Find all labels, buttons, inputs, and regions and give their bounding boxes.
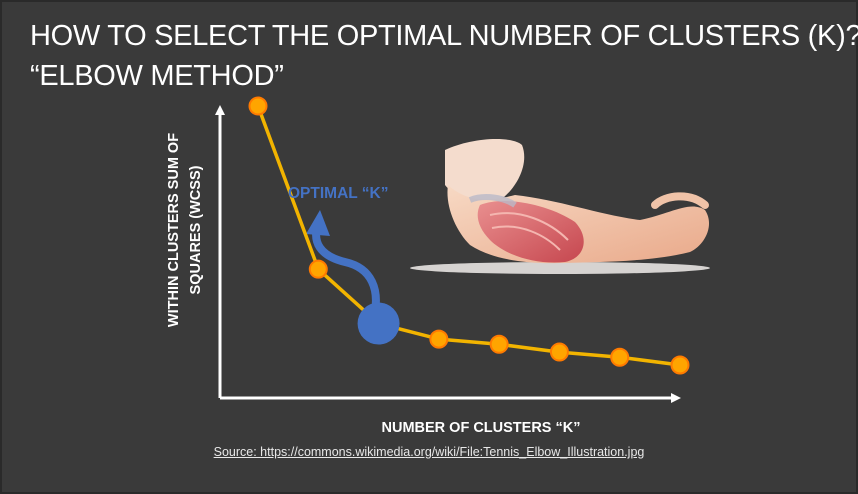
optimal-k-point	[357, 302, 400, 345]
elbow-illustration	[410, 138, 710, 274]
y-axis-label-line-1: WITHIN CLUSTERS SUM OF	[166, 133, 182, 327]
slide-title-line-1: HOW TO SELECT THE OPTIMAL NUMBER OF CLUS…	[30, 20, 858, 52]
data-point	[489, 334, 509, 354]
slide-title-line-2: “ELBOW METHOD”	[30, 60, 284, 92]
data-point	[549, 342, 569, 362]
wcss-markers	[248, 96, 690, 375]
optimal-arrow	[312, 220, 380, 320]
data-point	[308, 259, 328, 279]
y-axis-label-line-2: SQUARES (WCSS)	[188, 165, 204, 294]
x-axis-label: NUMBER OF CLUSTERS “K”	[382, 420, 581, 436]
data-point	[248, 96, 268, 116]
data-point	[429, 329, 449, 349]
source-link[interactable]: Source: https://commons.wikimedia.org/wi…	[213, 445, 645, 459]
optimal-k-label: OPTIMAL “K”	[288, 185, 388, 202]
data-point	[670, 355, 690, 375]
optimal-arrowhead	[306, 210, 330, 236]
wcss-series-line	[256, 105, 681, 367]
data-point	[610, 347, 630, 367]
